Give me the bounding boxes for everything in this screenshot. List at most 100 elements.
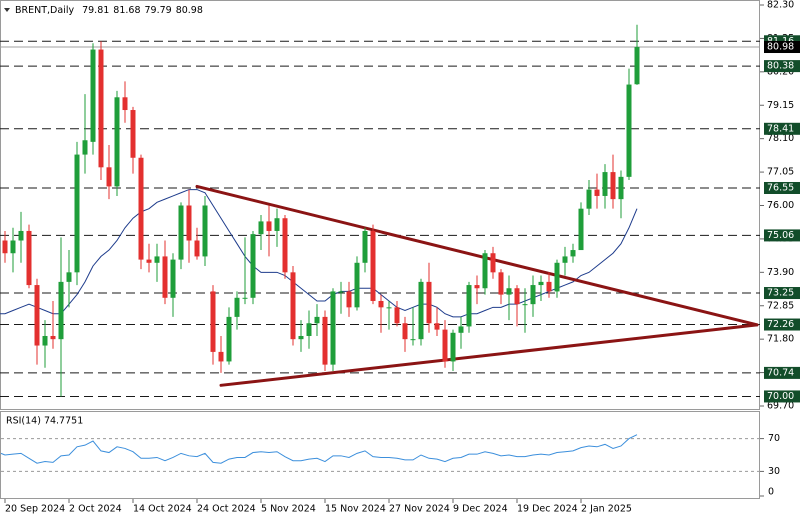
y-tick-label: 69.70 [767,401,794,412]
level-label-box [764,390,800,403]
x-tick-label: 19 Dec 2024 [517,504,578,515]
candle-body [138,157,144,260]
y-tick-label: 73.90 [767,267,794,278]
candle-body [282,218,288,273]
candle-body [370,230,376,301]
x-tick-label: 24 Oct 2024 [197,504,256,515]
x-tick-label: 2 Jan 2025 [581,504,632,515]
candle-body [482,253,488,289]
candle-body [250,234,256,298]
candle-body [514,288,520,305]
candle-body [162,256,168,298]
candle-body [594,189,600,196]
y-tick-label: 77.05 [767,167,794,178]
close: 80.98 [176,5,203,16]
candle-body [146,259,152,263]
candle-body [122,97,128,111]
candle-body [66,272,72,282]
level-label-box [764,122,800,135]
candle-body [570,250,576,257]
candle-body [186,205,192,241]
candle-body [42,335,48,346]
y-tick-label: 71.80 [767,334,794,345]
candle-body [74,154,80,273]
level-label-box [764,60,800,73]
candle-body [386,307,392,309]
candle-body [402,323,408,340]
trend-line [219,323,759,387]
candle-body [618,176,624,200]
candle-body [354,262,360,308]
open: 79.81 [82,5,109,16]
candle-body [2,240,8,254]
candle-body [362,230,368,263]
level-label-box [764,318,800,331]
candle-body [450,332,456,362]
candle-body [522,304,528,306]
candle-body [26,230,32,286]
current-price-label: 80.98 [767,42,794,53]
candle-body [442,329,448,362]
x-tick-label: 15 Nov 2024 [325,504,386,515]
candle-body [298,335,304,340]
candle-body [498,272,504,295]
level-label-box [764,181,800,194]
candle-body [178,205,184,260]
level-label: 70.74 [767,367,794,378]
level-label-box [764,287,800,300]
candle-body [394,307,400,324]
y-tick-label: 79.15 [767,100,794,111]
candle-body [90,49,96,142]
rsi-frame [0,411,760,499]
candle-body [330,291,336,365]
candle-body [458,326,464,333]
level-label-box [764,366,800,379]
low: 79.79 [145,5,172,16]
candle-body [130,110,136,158]
candle-body [466,285,472,327]
candle-body [626,84,632,177]
candle-body [586,189,592,209]
candle-body [10,240,16,254]
candle-body [378,300,384,308]
rsi-title: RSI(14) 74.7751 [6,416,83,427]
level-label: 80.38 [767,61,794,72]
level-label: 72.26 [767,319,794,330]
x-tick-label: 2 Oct 2024 [69,504,122,515]
level-label: 78.41 [767,123,794,134]
candle-body [290,272,296,340]
candle-body [210,291,216,352]
candle-body [34,285,40,346]
candle-body [170,259,176,298]
candle-body [258,221,264,235]
candle-body [98,49,104,168]
level-label: 70.00 [767,391,794,402]
candle-body [234,297,240,317]
candle-body [314,316,320,324]
candle-body [266,221,272,231]
y-tick-label: 76.00 [767,200,794,211]
menu-icon [4,8,10,12]
candle-body [202,205,208,257]
candle-body [426,281,432,324]
rsi-tick-label: 70 [768,433,780,444]
candle-body [114,97,120,187]
y-tick-label: 78.10 [767,133,794,144]
x-tick-label: 5 Nov 2024 [261,504,316,515]
candle-body [82,140,88,155]
rsi-tick-label: 30 [768,466,780,477]
candle-body [538,281,544,286]
level-label: 73.25 [767,288,794,299]
x-tick-label: 27 Nov 2024 [389,504,450,515]
chart-header: BRENT,Daily 79.81 81.68 79.79 80.98 [15,5,203,16]
candle-body [530,285,536,305]
candle-body [634,47,640,85]
candle-body [274,218,280,231]
candle-body [610,172,616,200]
candle-body [306,323,312,336]
y-tick-label: 72.85 [767,300,794,311]
symbol: BRENT,Daily [15,5,74,16]
candle-body [338,291,344,293]
